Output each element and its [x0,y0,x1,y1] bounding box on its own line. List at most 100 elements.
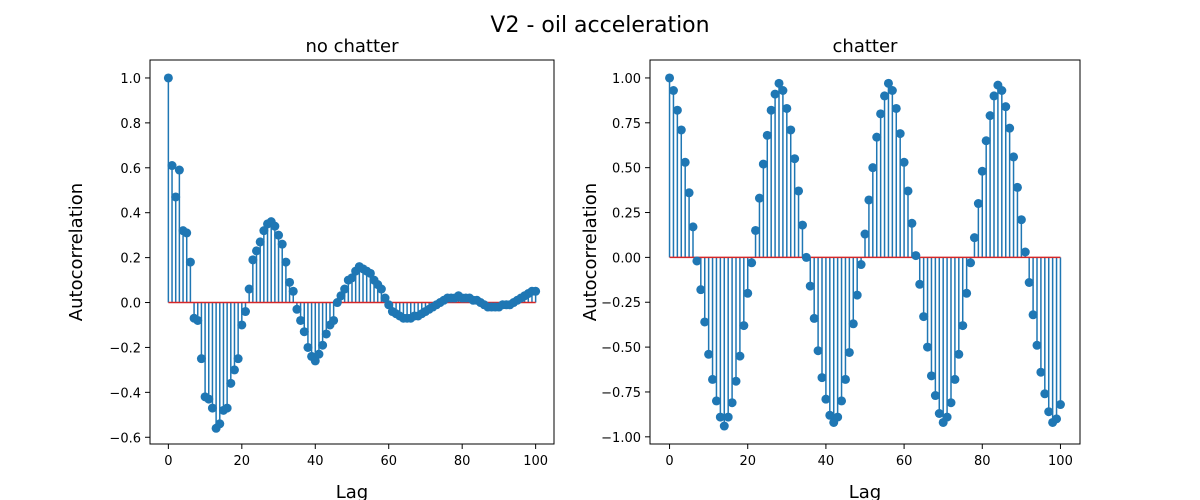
data-point [1020,247,1030,257]
data-point [531,286,541,296]
data-point [782,103,792,113]
y-tick-label: 0.6 [120,162,141,177]
data-point [837,396,847,406]
data-point [303,342,313,352]
data-point [332,298,342,308]
y-axis-label: Autocorrelation [66,183,87,321]
data-point [821,394,831,404]
data-point [934,408,944,418]
data-point [751,225,761,235]
x-tick-label: 60 [896,454,913,469]
data-point [314,349,324,359]
data-point [856,260,866,270]
data-point [1044,407,1054,417]
y-tick-label: 1.0 [120,72,141,87]
chart-no-chatter: no chatter 0 20 40 60 80 100 −0.6 −0.4 −0.2 0.0 0.2… [66,36,555,500]
y-tick-label: −0.2 [109,341,141,356]
x-axis-label: Lag [336,482,368,500]
data-point [1036,367,1046,377]
data-point [277,239,287,249]
data-point [255,237,265,247]
data-point [774,78,784,88]
y-tick-label: 0.4 [120,207,141,222]
data-point [185,257,195,267]
data-point [384,300,394,310]
data-point [880,91,890,101]
y-tick-label: −0.75 [601,386,641,401]
data-point [848,319,858,329]
data-point [288,286,298,296]
chart-title: no chatter [305,36,399,57]
data-point [310,356,320,366]
data-point [903,186,913,196]
plot-area-frame [649,59,1081,445]
data-point [907,218,917,228]
data-point [229,365,239,375]
y-tick-label: 0.8 [120,117,141,132]
x-tick-label: 100 [523,454,548,469]
chart-chatter: chatter 0 20 40 60 80 100 −1.00 −0.75 −0.50 −0.25 0… [580,36,1081,500]
data-point [376,284,386,294]
data-point [1040,389,1050,399]
data-point [825,410,835,420]
x-tick-label: 100 [1048,454,1073,469]
data-point [766,105,776,115]
data-point [665,73,675,83]
data-point [895,129,905,139]
y-tick-label: −0.50 [601,341,641,356]
data-point [204,394,214,404]
data-point [1009,152,1019,162]
data-point [281,257,291,267]
x-tick-label: 60 [380,454,397,469]
data-point [299,327,309,337]
data-point [817,373,827,383]
data-point [171,192,181,202]
data-point [1028,310,1038,320]
data-point [844,347,854,357]
data-point [285,277,295,287]
data-point [708,374,718,384]
data-point [167,161,177,171]
y-tick-label: 0.25 [612,207,641,222]
data-point [700,317,710,327]
data-point [215,419,225,429]
data-point [758,159,768,169]
y-tick-label: −1.00 [601,431,641,446]
data-point [240,307,250,317]
data-point [1001,102,1011,112]
y-tick-label: −0.25 [601,296,641,311]
data-point [942,412,952,422]
data-point [237,320,247,330]
data-point [962,288,972,298]
data-point [259,226,269,236]
x-tick-label: 0 [164,454,172,469]
data-point [727,398,737,408]
data-point [182,228,192,238]
data-point [891,103,901,113]
x-tick-label: 20 [234,454,251,469]
x-tick-label: 0 [665,454,673,469]
data-point [207,403,217,413]
data-point [911,251,921,261]
data-point [692,256,702,266]
data-point [790,154,800,164]
data-point [989,91,999,101]
data-point [676,125,686,135]
data-point [915,279,925,289]
data-point [946,398,956,408]
data-point [270,221,280,231]
x-tick-label: 80 [974,454,991,469]
data-point [833,412,843,422]
data-point [739,321,749,331]
data-point [977,166,987,176]
data-point [985,111,995,121]
data-point [719,421,729,431]
x-tick-label: 20 [739,454,756,469]
data-point [872,132,882,142]
data-point [801,252,811,262]
data-point [365,268,375,278]
data-point [380,293,390,303]
data-point [336,291,346,301]
data-point [226,378,236,388]
x-tick-label: 80 [454,454,471,469]
